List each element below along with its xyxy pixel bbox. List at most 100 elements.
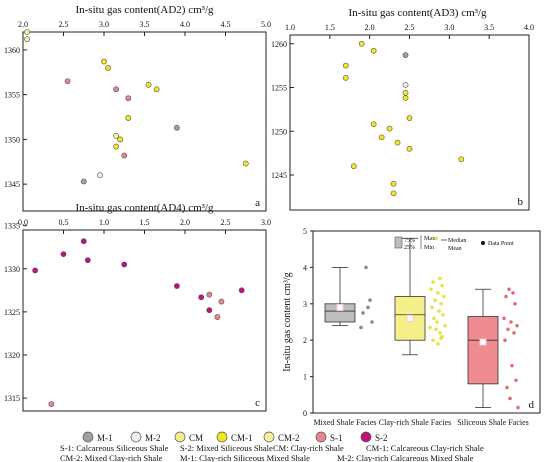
data-point [510, 363, 514, 368]
plot-frame [22, 31, 267, 212]
data-point [503, 338, 507, 343]
data-point-s-2 [121, 261, 128, 268]
data-point-s-1 [121, 152, 128, 159]
data-point [432, 316, 436, 321]
panel-label: a [255, 197, 260, 209]
x-tick-label: 2.0 [180, 218, 190, 227]
legend-description: M-1: Clay-rich Siliceous Mixed Shale [180, 453, 310, 462]
data-point [440, 283, 444, 288]
data-point [359, 325, 363, 330]
x-category-label: Siliceous Shale Facies [457, 418, 529, 427]
data-point [511, 291, 515, 295]
data-point-cm-1 [406, 145, 413, 152]
data-point-s-1 [113, 86, 120, 93]
x-tick-label: 3.0 [261, 218, 271, 227]
y-tick-label: 1335 [4, 222, 20, 231]
data-point [508, 396, 512, 401]
legend-symbol-s-1 [315, 431, 327, 443]
data-point-s-1 [64, 78, 71, 85]
data-point-s-1 [206, 291, 213, 298]
legend-description: S-1: Calcareous Siliceous Shale [60, 443, 169, 453]
x-tick-label: 1.5 [140, 218, 150, 227]
y-tick-label: 1320 [4, 351, 20, 360]
data-point [504, 294, 508, 299]
y-tick-label: 1245 [271, 171, 287, 180]
data-point [513, 302, 517, 306]
x-tick-label: 0.0 [18, 218, 28, 227]
y-tick-label: 3 [303, 300, 307, 309]
data-point [434, 327, 438, 332]
data-point-s-2 [60, 251, 67, 258]
data-point-cm-2 [24, 29, 30, 35]
x-tick-label: 4.5 [221, 20, 231, 29]
data-point [506, 327, 510, 332]
data-point [368, 298, 372, 302]
box [467, 316, 499, 385]
mean-marker [479, 338, 487, 346]
legend-description: CM-1: Calcareous Clay-rich Shale [366, 443, 484, 453]
legend-description: M-2: Clay-rich Calcareous Mixed Shale [337, 453, 474, 462]
data-point-cm-1 [402, 95, 409, 101]
data-point-cm-2 [24, 36, 30, 43]
data-point [516, 405, 520, 410]
data-point-s-1 [218, 298, 225, 305]
chart-title: In-situ gas content(AD2) cm³/g [75, 4, 214, 16]
chart-title: In-situ gas content(AD3) cm³/g [348, 7, 487, 19]
data-point-s-2 [84, 257, 91, 264]
data-point-s-1 [48, 401, 55, 408]
x-tick-label: 3.0 [99, 20, 109, 29]
data-point-cm-1 [378, 134, 385, 141]
x-tick-label: 4.0 [524, 23, 534, 32]
y-tick-label: 1360 [4, 46, 20, 55]
data-point [434, 236, 438, 241]
y-tick-label: 0 [303, 409, 307, 418]
y-tick-label: 1330 [4, 265, 20, 274]
data-point [370, 320, 374, 324]
legend-symbol-label: S-1 [330, 433, 343, 443]
y-tick-label: 5 [303, 227, 307, 236]
y-tick-label: 4 [303, 263, 307, 272]
x-tick-label: 3.5 [484, 23, 494, 32]
panel-label: d [529, 399, 535, 411]
data-point-s-1 [125, 95, 132, 102]
data-point [364, 265, 368, 270]
legend-symbol-cm [174, 431, 186, 443]
data-point [509, 320, 513, 324]
data-point [436, 291, 440, 295]
data-point [441, 312, 445, 317]
data-point-m-2 [97, 172, 103, 179]
legend-q75: 75% [404, 238, 415, 244]
data-point [429, 287, 433, 292]
data-point-cm-1 [342, 74, 349, 81]
data-point-cm-1 [358, 40, 365, 47]
x-tick-label: 2.5 [221, 218, 231, 227]
data-point [435, 320, 439, 324]
y-tick-label: 1250 [271, 127, 287, 136]
data-point-s-2 [238, 287, 245, 294]
data-point [437, 309, 441, 313]
legend-symbol-cm-2 [263, 431, 275, 443]
y-tick-label: 1325 [4, 308, 20, 317]
data-point-s-2 [173, 283, 180, 289]
y-tick-label: 1350 [4, 135, 20, 144]
data-point-cm-1 [370, 47, 377, 54]
data-point-s-2 [80, 238, 87, 245]
data-point-cm-1 [386, 125, 393, 132]
legend-symbol-cm-1 [216, 431, 228, 443]
data-point-cm-2 [113, 132, 120, 139]
legend-symbol-label: S-2 [375, 433, 388, 443]
y-tick-label: 2 [303, 336, 307, 345]
data-point [439, 302, 443, 306]
data-point-cm-1 [145, 81, 152, 88]
panels: In-situ gas content(AD2) cm³/g 2.0 2.5 3.0 3… [4, 4, 541, 427]
data-point [366, 305, 370, 310]
legend-symbol-label: CM [189, 433, 203, 443]
box-panel-d: 0 1 2 3 4 5 In-situ gas content cm³/g Mixed Sha… [282, 227, 541, 427]
scatter-panel-b: In-situ gas content(AD3) cm³/g 1.0 1.5 2.0 2… [271, 7, 534, 211]
x-tick-label: 3.0 [444, 23, 454, 32]
plot-frame [289, 34, 530, 211]
data-point-cm-1 [153, 86, 160, 93]
y-tick-label: 1 [303, 373, 307, 382]
legend-description: CM-2: Mixed Clay-rich Shale [60, 453, 162, 462]
x-tick-label: 2.5 [405, 23, 415, 32]
